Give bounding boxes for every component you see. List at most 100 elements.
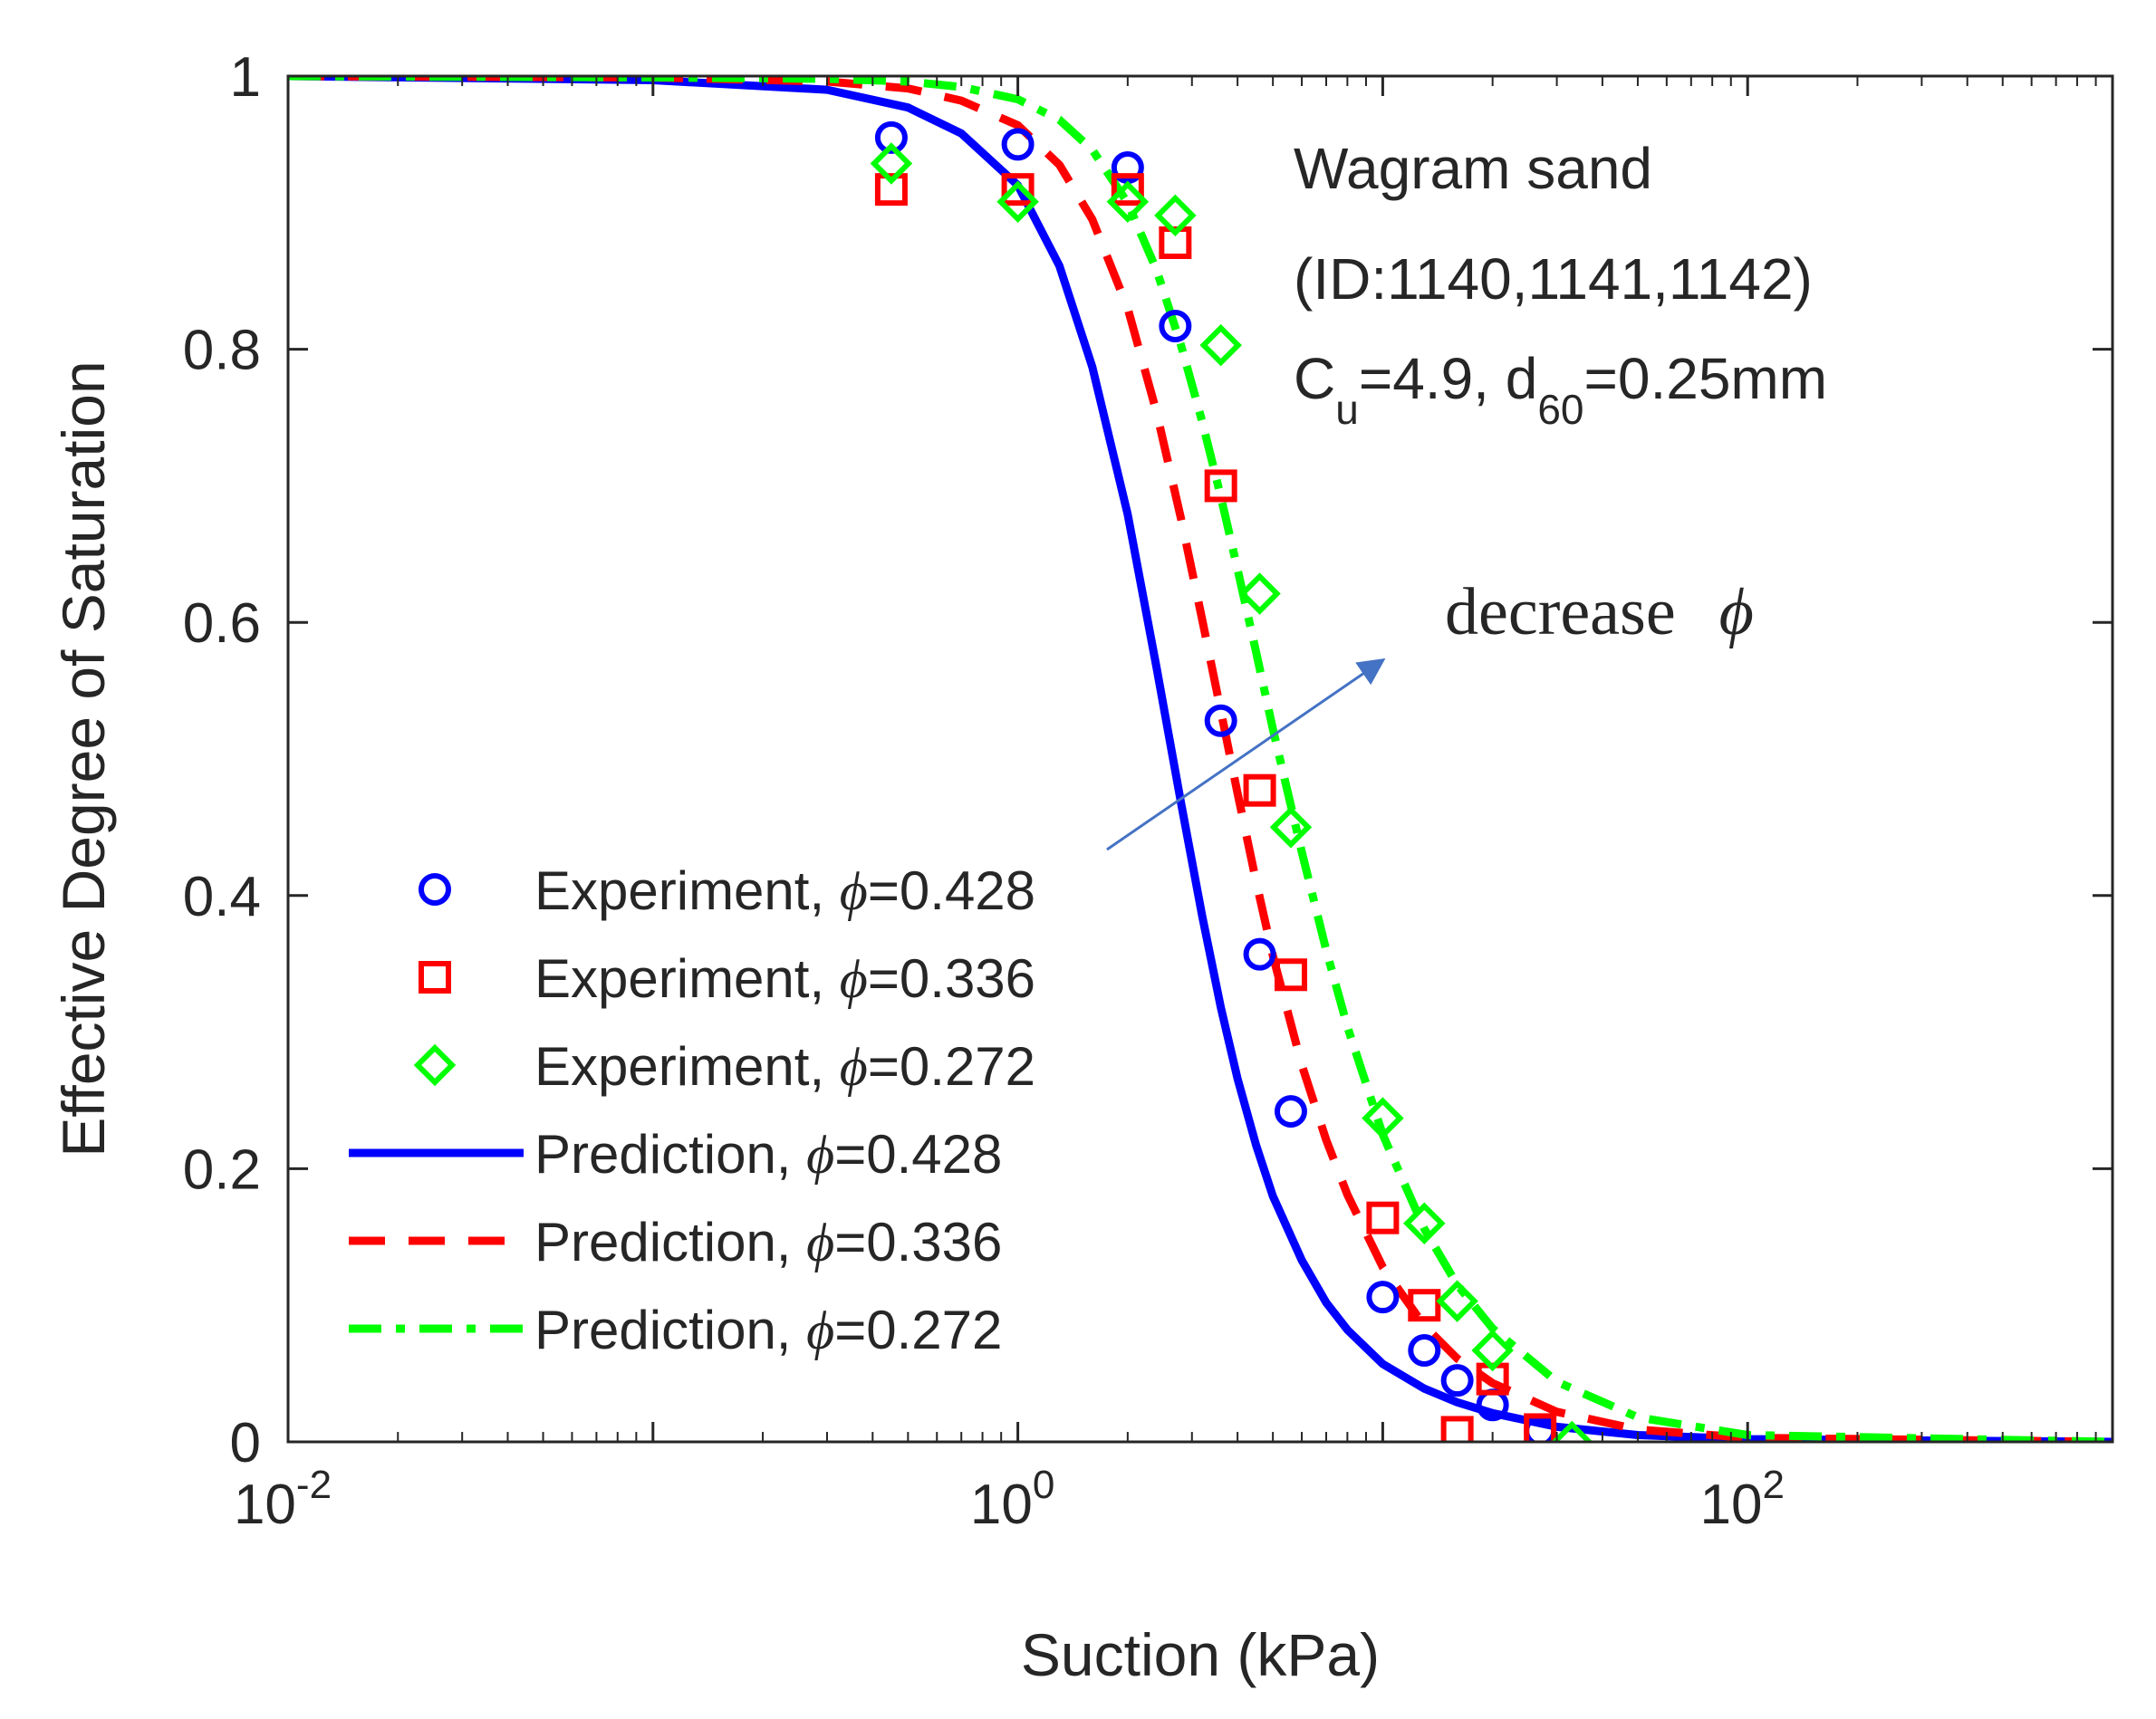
data-point-diamond — [1403, 1202, 1446, 1244]
legend-entry: Prediction, ϕ=0.336 — [349, 1212, 1002, 1272]
legend-label-phi: ϕ — [840, 949, 868, 1009]
y-tick-label: 1 — [230, 46, 261, 109]
legend-label-phi: ϕ — [806, 1125, 834, 1185]
data-point-circle — [1440, 1364, 1474, 1397]
x-tick-label-base: 10 — [1699, 1474, 1762, 1536]
legend-label-prefix: Experiment, — [534, 1036, 840, 1097]
legend-symbol-square — [419, 961, 451, 994]
data-point-square — [1440, 1416, 1474, 1442]
legend-label: Experiment, ϕ=0.428 — [534, 860, 1035, 921]
data-point-square — [874, 173, 908, 206]
data-point-square — [1274, 958, 1307, 992]
data-point-diamond — [1551, 1420, 1593, 1442]
trend-arrow — [1106, 658, 1386, 851]
data-point-square — [1243, 773, 1276, 807]
data-point-diamond — [1238, 572, 1281, 615]
legend-label: Experiment, ϕ=0.336 — [534, 948, 1035, 1009]
d60-subscript: 60 — [1537, 386, 1583, 433]
plot-background — [288, 76, 2113, 1442]
x-tick-label-base: 10 — [970, 1474, 1033, 1536]
y-tick-label: 0.2 — [183, 1138, 261, 1201]
trend-arrow-symbol: ϕ — [1719, 575, 1754, 649]
legend-label-value: =0.428 — [868, 860, 1035, 921]
legend-entry: Experiment, ϕ=0.428 — [419, 860, 1035, 921]
data-point-square — [1408, 1289, 1441, 1322]
legend-label-prefix: Prediction, — [534, 1212, 806, 1272]
x-tick-label-base: 10 — [234, 1474, 296, 1536]
data-point-circle — [1274, 1095, 1307, 1128]
series-markers-1 — [874, 173, 1557, 1442]
legend-entry: Experiment, ϕ=0.336 — [419, 948, 1035, 1009]
trend-arrow-text: decrease — [1445, 575, 1676, 649]
legend-label-value: =0.272 — [834, 1300, 1002, 1360]
legend-label-value: =0.336 — [868, 948, 1035, 1009]
x-tick-label-exponent: 2 — [1762, 1463, 1784, 1507]
data-point-circle — [1366, 1281, 1400, 1314]
data-point-diamond — [1436, 1280, 1478, 1322]
x-tick-label: 100 — [970, 1463, 1054, 1536]
soil-ids-annotation: (ID:1140,1141,1142) — [1294, 246, 1813, 312]
legend-label: Prediction, ϕ=0.336 — [534, 1212, 1002, 1272]
legend-label-prefix: Experiment, — [534, 860, 840, 921]
x-axis-label: Suction (kPa) — [1021, 1621, 1380, 1688]
data-point-circle — [1001, 128, 1035, 161]
legend-label-phi: ϕ — [806, 1213, 834, 1272]
x-tick-label: 10-2 — [234, 1463, 332, 1536]
legend-label: Prediction, ϕ=0.428 — [534, 1124, 1002, 1185]
data-point-diamond — [1471, 1329, 1514, 1372]
data-point-circle — [1159, 309, 1192, 342]
data-point-diamond — [996, 180, 1039, 223]
y-axis-label: Effective Degree of Saturation — [50, 360, 117, 1157]
legend-symbol-diamond — [413, 1043, 457, 1087]
y-tick-label: 0.6 — [183, 592, 261, 655]
legend-label-prefix: Prediction, — [534, 1124, 806, 1185]
data-point-diamond — [1269, 806, 1313, 849]
legend-label-prefix: Prediction, — [534, 1300, 806, 1360]
legend-label-phi: ϕ — [840, 1037, 868, 1097]
data-point-circle — [1243, 937, 1276, 971]
legend-label-phi: ϕ — [806, 1301, 834, 1360]
data-point-square — [1524, 1413, 1557, 1442]
x-tick-label-exponent: -2 — [296, 1463, 332, 1507]
y-tick-label: 0.4 — [183, 866, 261, 928]
data-point-square — [1111, 173, 1144, 206]
soil-name-annotation: Wagram sand — [1294, 136, 1652, 201]
data-point-diamond — [870, 142, 913, 185]
series-markers-2 — [870, 142, 1593, 1442]
data-point-square — [1001, 173, 1035, 206]
legend-label-prefix: Experiment, — [534, 948, 840, 1009]
legend-label-value: =0.272 — [868, 1036, 1035, 1097]
data-point-circle — [1204, 704, 1237, 737]
data-point-diamond — [1154, 194, 1197, 237]
plot-frame — [286, 74, 2114, 1444]
data-point-circle — [874, 120, 908, 154]
x-tick-label: 102 — [1699, 1463, 1784, 1536]
x-tick-label-exponent: 0 — [1033, 1463, 1054, 1507]
data-point-circle — [1408, 1333, 1441, 1367]
cu-symbol: C — [1294, 346, 1335, 411]
legend-label: Experiment, ϕ=0.272 — [534, 1036, 1035, 1097]
soil-params-annotation: Cu=4.9, d60=0.25mm — [1294, 346, 1827, 433]
data-point-square — [1366, 1201, 1400, 1234]
d60-value: =0.25mm — [1583, 346, 1827, 411]
legend-entry: Prediction, ϕ=0.428 — [349, 1124, 1002, 1185]
legend-entry: Experiment, ϕ=0.272 — [413, 1036, 1035, 1097]
legend-entry: Prediction, ϕ=0.272 — [349, 1300, 1002, 1360]
legend-label-value: =0.336 — [834, 1212, 1002, 1272]
data-layer — [288, 76, 2113, 1442]
data-point-square — [1204, 469, 1237, 503]
data-point-diamond — [1199, 323, 1242, 367]
data-point-diamond — [1106, 180, 1150, 223]
series-line-5 — [288, 76, 2113, 1442]
legend-symbol-circle — [419, 873, 451, 906]
y-tick-label: 0 — [230, 1412, 261, 1474]
trend-arrow-label: decrease ϕ — [1445, 575, 1754, 649]
legend-label-value: =0.428 — [834, 1124, 1002, 1185]
legend-label: Prediction, ϕ=0.272 — [534, 1300, 1002, 1360]
cu-value: =4.9, d — [1359, 346, 1538, 411]
y-tick-label: 0.8 — [183, 320, 261, 382]
